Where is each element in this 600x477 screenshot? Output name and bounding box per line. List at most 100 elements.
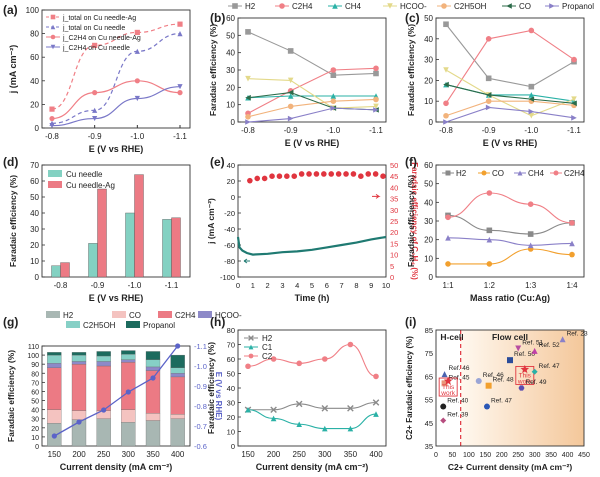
y-tick-label: 55	[425, 396, 433, 405]
legend-entry: C2H4	[564, 169, 585, 178]
x-tick-label: 8	[354, 281, 358, 290]
x-tick-label: -0.9	[88, 132, 102, 141]
x-tick-label: 1:2	[484, 281, 496, 290]
y-tick-label: 100	[27, 353, 39, 360]
x-tick-label: 350	[545, 452, 557, 459]
data-point	[485, 36, 492, 42]
data-point	[330, 67, 337, 73]
y-tick-label: 70	[227, 341, 235, 350]
legend-entry: HCOO-	[400, 2, 427, 11]
bar	[97, 188, 107, 278]
data-point	[287, 89, 294, 96]
x-tick-label: 50	[449, 452, 457, 459]
bar	[88, 243, 98, 278]
series-line	[247, 343, 377, 377]
y-tick-label: 40	[30, 77, 39, 86]
y-tick-label: 40	[227, 384, 235, 393]
current-trace	[236, 235, 387, 256]
y-right-tick-label: -0.8	[194, 402, 207, 411]
x-tick-label: -0.9	[284, 126, 298, 135]
legend-entry: j_C2H4 on Cu needle	[62, 45, 130, 52]
y-tick-label: 10	[226, 101, 235, 110]
y-tick-label: 40	[424, 35, 433, 44]
x-tick-label: 4	[295, 281, 299, 290]
x-tick-label: 150	[479, 452, 491, 459]
x-tick-label: 1:4	[566, 281, 578, 290]
y-axis-label: Faradaic efficiency (%)	[406, 24, 416, 116]
x-tick-label: 300	[318, 450, 332, 459]
y-tick-label: 70	[31, 380, 39, 387]
x-tick-label: 150	[48, 450, 62, 459]
y-tick-label: 10	[227, 428, 235, 437]
data-point	[569, 220, 575, 226]
x-axis-label: E (V vs RHE)	[89, 144, 144, 154]
y-tick-label: 60	[424, 161, 433, 170]
x-tick-label: 9	[369, 281, 373, 290]
x-tick-label: 100	[463, 452, 475, 459]
legend-marker	[50, 14, 56, 20]
data-point	[485, 92, 492, 98]
series-line	[51, 86, 181, 127]
panel-d: 0 10 20 30 40 50 60 70 -0.8 -0.9 -1.0 -1.1 E (V vs R…	[8, 161, 191, 303]
stacked-bar-segment	[170, 376, 185, 415]
data-point	[373, 70, 379, 77]
y-axis-label: Faradaic efficiency (%)	[206, 342, 216, 434]
legend-marker	[517, 170, 523, 176]
y-right-tick-label: -0.9	[194, 382, 207, 391]
scatter-point	[483, 403, 490, 410]
data-point	[347, 425, 354, 432]
data-point	[445, 214, 451, 221]
legend-entry: CO	[519, 2, 531, 11]
stacked-bar-segment	[170, 367, 185, 374]
point-label: Ref. 51	[522, 340, 543, 347]
fe-point	[247, 177, 253, 184]
y-tick-label: 65	[425, 372, 433, 381]
series-line	[445, 23, 575, 88]
fe-point	[380, 173, 386, 179]
stacked-bar-segment	[145, 413, 161, 421]
x-axis-label: Current density (mA cm⁻²)	[60, 462, 172, 472]
series-line	[247, 409, 377, 430]
bar	[60, 262, 70, 278]
fe-point	[306, 171, 312, 177]
x-tick-label: 2	[266, 281, 270, 290]
data-point	[49, 106, 55, 112]
x-axis-label: C2+ Current density (mA cm⁻²)	[448, 462, 573, 472]
bar	[125, 212, 135, 278]
legend-entry: CH4	[528, 169, 545, 178]
data-point	[373, 107, 379, 113]
data-point	[443, 81, 449, 88]
series-line	[247, 67, 377, 114]
point-label: Ref. 46	[449, 365, 470, 372]
y-tick-label: 40	[424, 198, 433, 207]
stacked-bar-segment	[121, 359, 136, 363]
series-line	[445, 100, 575, 117]
x-tick-label: 3	[280, 281, 284, 290]
data-point	[245, 29, 251, 35]
x-tick-label: -0.8	[241, 126, 255, 135]
legend-entry: C2	[262, 352, 273, 361]
fe-point	[284, 173, 290, 179]
potential-point	[76, 419, 82, 425]
x-tick-label: -1.1	[165, 281, 179, 290]
y-tick-label: 40	[226, 49, 235, 58]
data-point	[527, 201, 534, 207]
y-right-axis-label: E (V vs RHE)	[214, 372, 223, 421]
data-point	[330, 98, 337, 104]
y-tick-label: 10	[424, 97, 433, 106]
x-tick-label: 6	[325, 281, 329, 290]
panel-label: (f)	[405, 155, 417, 169]
fe-point	[254, 175, 261, 182]
scatter-point	[515, 345, 522, 352]
region-label-flow-cell: Flow cell	[492, 332, 528, 342]
fe-point	[269, 173, 275, 179]
stacked-bar-segment	[145, 366, 161, 371]
legend-marker	[50, 34, 56, 40]
data-point	[270, 356, 277, 362]
point-label: Ref. 46	[483, 372, 504, 379]
x-axis-label: E (V vs RHE)	[89, 293, 144, 303]
y-right-tick-label: 30	[390, 206, 398, 215]
legend-marker	[506, 3, 512, 9]
legend-swatch	[48, 181, 62, 188]
y-tick-label: 80	[227, 326, 235, 335]
